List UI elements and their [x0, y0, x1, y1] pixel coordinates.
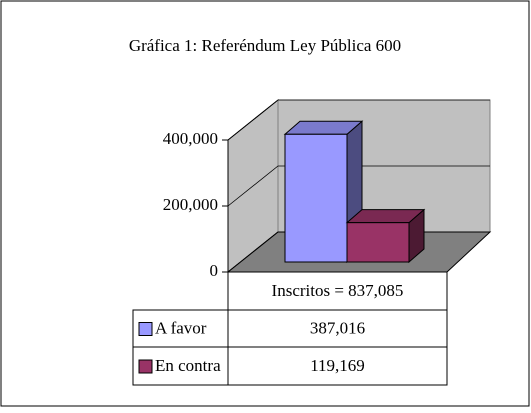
data-label: 387,016 — [310, 318, 365, 337]
y-tick-label: 0 — [210, 261, 219, 280]
bar — [346, 222, 410, 263]
bar — [284, 133, 348, 263]
legend-key — [138, 322, 153, 336]
legend-label: A favor — [155, 318, 207, 337]
legend-key — [138, 359, 153, 374]
table-row — [132, 346, 448, 386]
grid-line — [227, 99, 490, 141]
grid-line — [227, 165, 490, 207]
y-tick-label: 400,000 — [163, 129, 218, 148]
data-label: 119,169 — [310, 356, 365, 375]
x-tick-label: Inscritos = 837,085 — [272, 281, 404, 300]
legend-label: En contra — [155, 356, 221, 375]
y-tick-label: 200,000 — [163, 195, 218, 214]
chart-title: Gráfica 1: Referéndum Ley Pública 600 — [129, 36, 401, 55]
